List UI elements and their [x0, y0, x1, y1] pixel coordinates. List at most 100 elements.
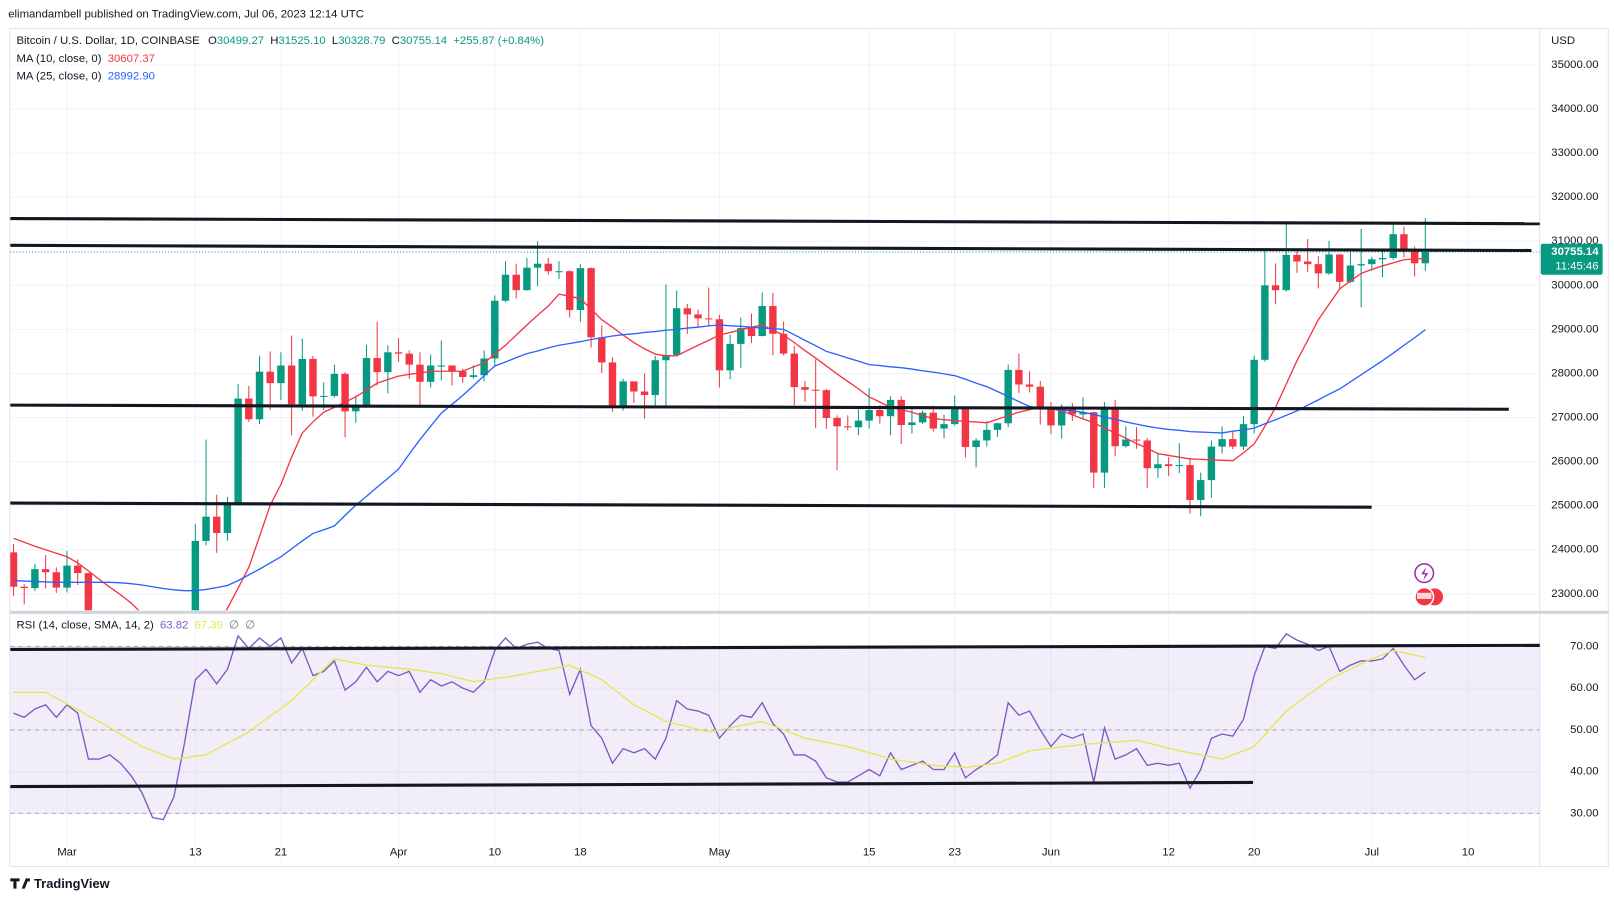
candle-body	[1175, 465, 1184, 467]
y-tick-label: 24000.00	[1551, 544, 1598, 556]
candle-body	[587, 268, 595, 338]
candle-body	[694, 314, 702, 319]
candle-body	[459, 371, 467, 377]
candle-body	[950, 407, 959, 425]
candle-body	[41, 569, 50, 573]
candle-body	[844, 426, 852, 428]
rsi-upper-line	[10, 643, 1540, 652]
candle-body	[1357, 264, 1365, 266]
x-tick-label: 15	[863, 847, 876, 859]
candle-body	[277, 365, 285, 384]
candle-body	[480, 358, 488, 376]
candle-body	[501, 274, 510, 301]
candle-body	[298, 358, 307, 405]
resistance-line	[10, 217, 1540, 226]
candle-body	[1325, 254, 1333, 274]
candle-body	[73, 565, 82, 574]
indicator-line	[13, 257, 1426, 611]
rsi-band	[10, 646, 1540, 814]
candle-body	[223, 503, 232, 533]
candle-body	[437, 365, 446, 367]
y-tick-label: 31000.00	[1551, 235, 1598, 247]
candle-body	[1154, 464, 1162, 469]
y-tick-label: 23000.00	[1551, 588, 1598, 600]
candle-body	[1207, 446, 1216, 481]
flag-stripe	[1417, 592, 1432, 599]
candle-body	[512, 274, 520, 291]
y-tick-label: 70.00	[1570, 640, 1598, 652]
candle-body	[790, 353, 798, 388]
candle-body	[213, 516, 221, 533]
candle-body	[1196, 480, 1205, 500]
candle-body	[598, 337, 606, 363]
change-value: +255.87 (+0.84%)	[453, 35, 544, 47]
candle-body	[908, 422, 916, 426]
rsi-value: 63.82	[160, 620, 188, 632]
candle-body	[255, 371, 264, 420]
ma-name: MA (10, close, 0)	[17, 53, 102, 65]
candle-body	[1293, 254, 1301, 262]
candle-body	[287, 365, 296, 405]
ohlc-key: C	[392, 35, 400, 47]
y-tick-label: 27000.00	[1551, 412, 1598, 424]
ma-legend: MA (10, close, 0) 30607.37	[17, 53, 155, 65]
candle-body	[266, 371, 274, 384]
candle-body	[822, 390, 831, 418]
ma-value: 28992.90	[108, 70, 155, 82]
indicator-line	[13, 324, 1426, 592]
candle-body	[1261, 285, 1269, 360]
icons	[1414, 563, 1445, 607]
candle-body	[1143, 440, 1151, 469]
ma-value: 30607.37	[108, 53, 155, 65]
candle-body	[619, 381, 627, 406]
candle-body	[20, 586, 28, 589]
candle-body	[630, 381, 638, 392]
candle-body	[1111, 406, 1119, 447]
candle-body	[319, 395, 328, 397]
candle-body	[747, 328, 756, 336]
x-tick-label: 13	[189, 847, 202, 859]
candle-body	[426, 365, 435, 382]
candle-body	[533, 263, 542, 268]
candle-body	[1346, 265, 1355, 282]
rsi-extra: ∅	[229, 620, 239, 632]
candle-body	[972, 440, 980, 448]
y-tick-label: 50.00	[1570, 724, 1598, 736]
y-tick-label: 25000.00	[1551, 500, 1598, 512]
x-tick-label: 12	[1162, 847, 1175, 859]
candle-body	[993, 423, 1002, 430]
candle-body	[394, 352, 403, 354]
candle-body	[1400, 234, 1408, 252]
indicator-line	[13, 649, 1426, 769]
candle-body	[1218, 439, 1226, 447]
candle-body	[63, 565, 71, 588]
rsi-lower-line	[10, 780, 1254, 789]
candle-body	[608, 362, 617, 406]
candle-body	[1271, 285, 1280, 291]
rsi-value: 67.39	[195, 620, 223, 632]
candle-body	[662, 354, 670, 361]
candle-body	[330, 373, 339, 396]
support-line	[10, 403, 1509, 411]
y-tick-label: 28000.00	[1551, 367, 1598, 379]
candle-body	[523, 267, 531, 291]
candle-body	[769, 306, 777, 334]
candle-body	[1057, 406, 1066, 426]
candle-body	[405, 353, 413, 365]
x-tick-label: Jun	[1042, 847, 1060, 859]
candle-body	[544, 263, 553, 272]
publisher: elimandambell published on TradingView.c…	[8, 8, 364, 20]
symbol-legend: Bitcoin / U.S. Dollar, 1D, COINBASE O3049…	[17, 35, 545, 47]
candle-body	[726, 343, 734, 371]
ohlc-key: L	[332, 35, 338, 47]
candle-body	[651, 360, 659, 396]
candle-body	[234, 398, 242, 504]
y-tick-label: 33000.00	[1551, 147, 1598, 159]
candle-body	[10, 552, 18, 587]
y-tick-label: 32000.00	[1551, 191, 1598, 203]
candle-body	[341, 373, 349, 412]
ma-legend: MA (25, close, 0) 28992.90	[17, 70, 155, 82]
ohlc-value: 30328.79	[338, 35, 385, 47]
y-tick-label: 29000.00	[1551, 323, 1598, 335]
